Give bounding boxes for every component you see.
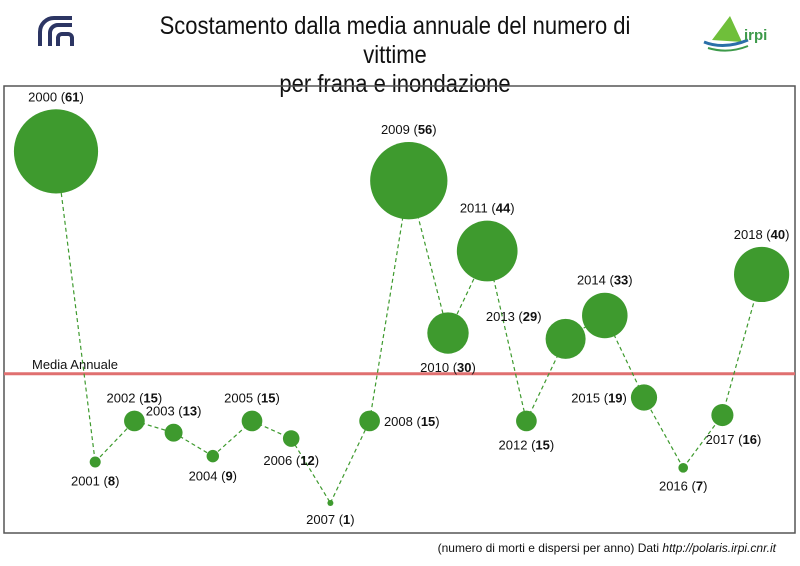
bubble-2003: [164, 423, 183, 442]
data-label-2012: 2012 (15): [499, 437, 555, 452]
data-label-2015: 2015 (19): [571, 391, 627, 406]
data-label-2010: 2010 (30): [420, 360, 476, 375]
svg-text:irpi: irpi: [744, 27, 767, 44]
bubble-2008: [359, 410, 380, 432]
bubble-2015: [630, 384, 658, 411]
footer-link[interactable]: http://polaris.irpi.cnr.it: [662, 541, 776, 555]
data-label-2017: 2017 (16): [706, 432, 762, 447]
bubble-2010: [427, 312, 469, 354]
data-label-2002: 2002 (15): [107, 391, 163, 406]
connector-line: [408, 180, 449, 334]
connector-line: [369, 180, 410, 422]
bubble-2005: [241, 410, 263, 432]
data-label-2003: 2003 (13): [146, 404, 202, 419]
data-label-2006: 2006 (12): [263, 453, 319, 468]
bubble-2014: [582, 292, 628, 339]
bubble-2011: [456, 220, 518, 282]
irpi-logo: irpi: [703, 16, 767, 52]
chart-title: Scostamento dalla media annuale del nume…: [127, 12, 664, 99]
bubble-2013: [545, 318, 586, 359]
connector-line: [290, 438, 331, 504]
data-label-2009: 2009 (56): [381, 122, 437, 137]
bubble-2007: [327, 500, 334, 506]
footer-note: (numero di morti e dispersi per anno) Da…: [438, 541, 776, 555]
bubble-2002: [124, 410, 145, 432]
connector-line: [682, 414, 723, 469]
bubble-2000: [13, 109, 99, 194]
data-label-2016: 2016 (7): [659, 479, 707, 494]
bubble-2018: [734, 246, 790, 303]
bubble-2009: [370, 142, 448, 220]
connector-line: [94, 420, 135, 463]
data-label-2013: 2013 (29): [486, 309, 542, 324]
connector-line: [525, 338, 567, 422]
data-label-2004: 2004 (9): [189, 468, 237, 483]
data-label-2001: 2001 (8): [71, 474, 119, 489]
data-label-2005: 2005 (15): [224, 391, 280, 406]
title-line-1: Scostamento dalla media annuale del nume…: [159, 12, 631, 69]
bubble-2017: [711, 404, 734, 427]
cnr-logo: [38, 16, 74, 46]
bubble-2001: [89, 456, 101, 468]
data-label-2008: 2008 (15): [384, 414, 440, 429]
connector-line: [329, 420, 371, 504]
bubble-2006: [282, 430, 300, 447]
bubble-2012: [516, 410, 537, 432]
plot-frame: [3, 85, 796, 534]
data-label-2011: 2011 (44): [460, 201, 515, 216]
connector-line: [55, 151, 96, 463]
mean-line-label: Media Annuale: [32, 357, 118, 372]
data-label-2018: 2018 (40): [734, 227, 790, 242]
data-label-2007: 2007 (1): [306, 512, 354, 527]
bubble-2016: [678, 463, 689, 473]
bubble-2004: [206, 449, 220, 463]
footer-text: (numero di morti e dispersi per anno) Da…: [437, 541, 660, 555]
title-line-2: per frana e inondazione: [279, 70, 511, 98]
data-label-2014: 2014 (33): [577, 273, 633, 288]
data-label-2000: 2000 (61): [28, 89, 84, 104]
